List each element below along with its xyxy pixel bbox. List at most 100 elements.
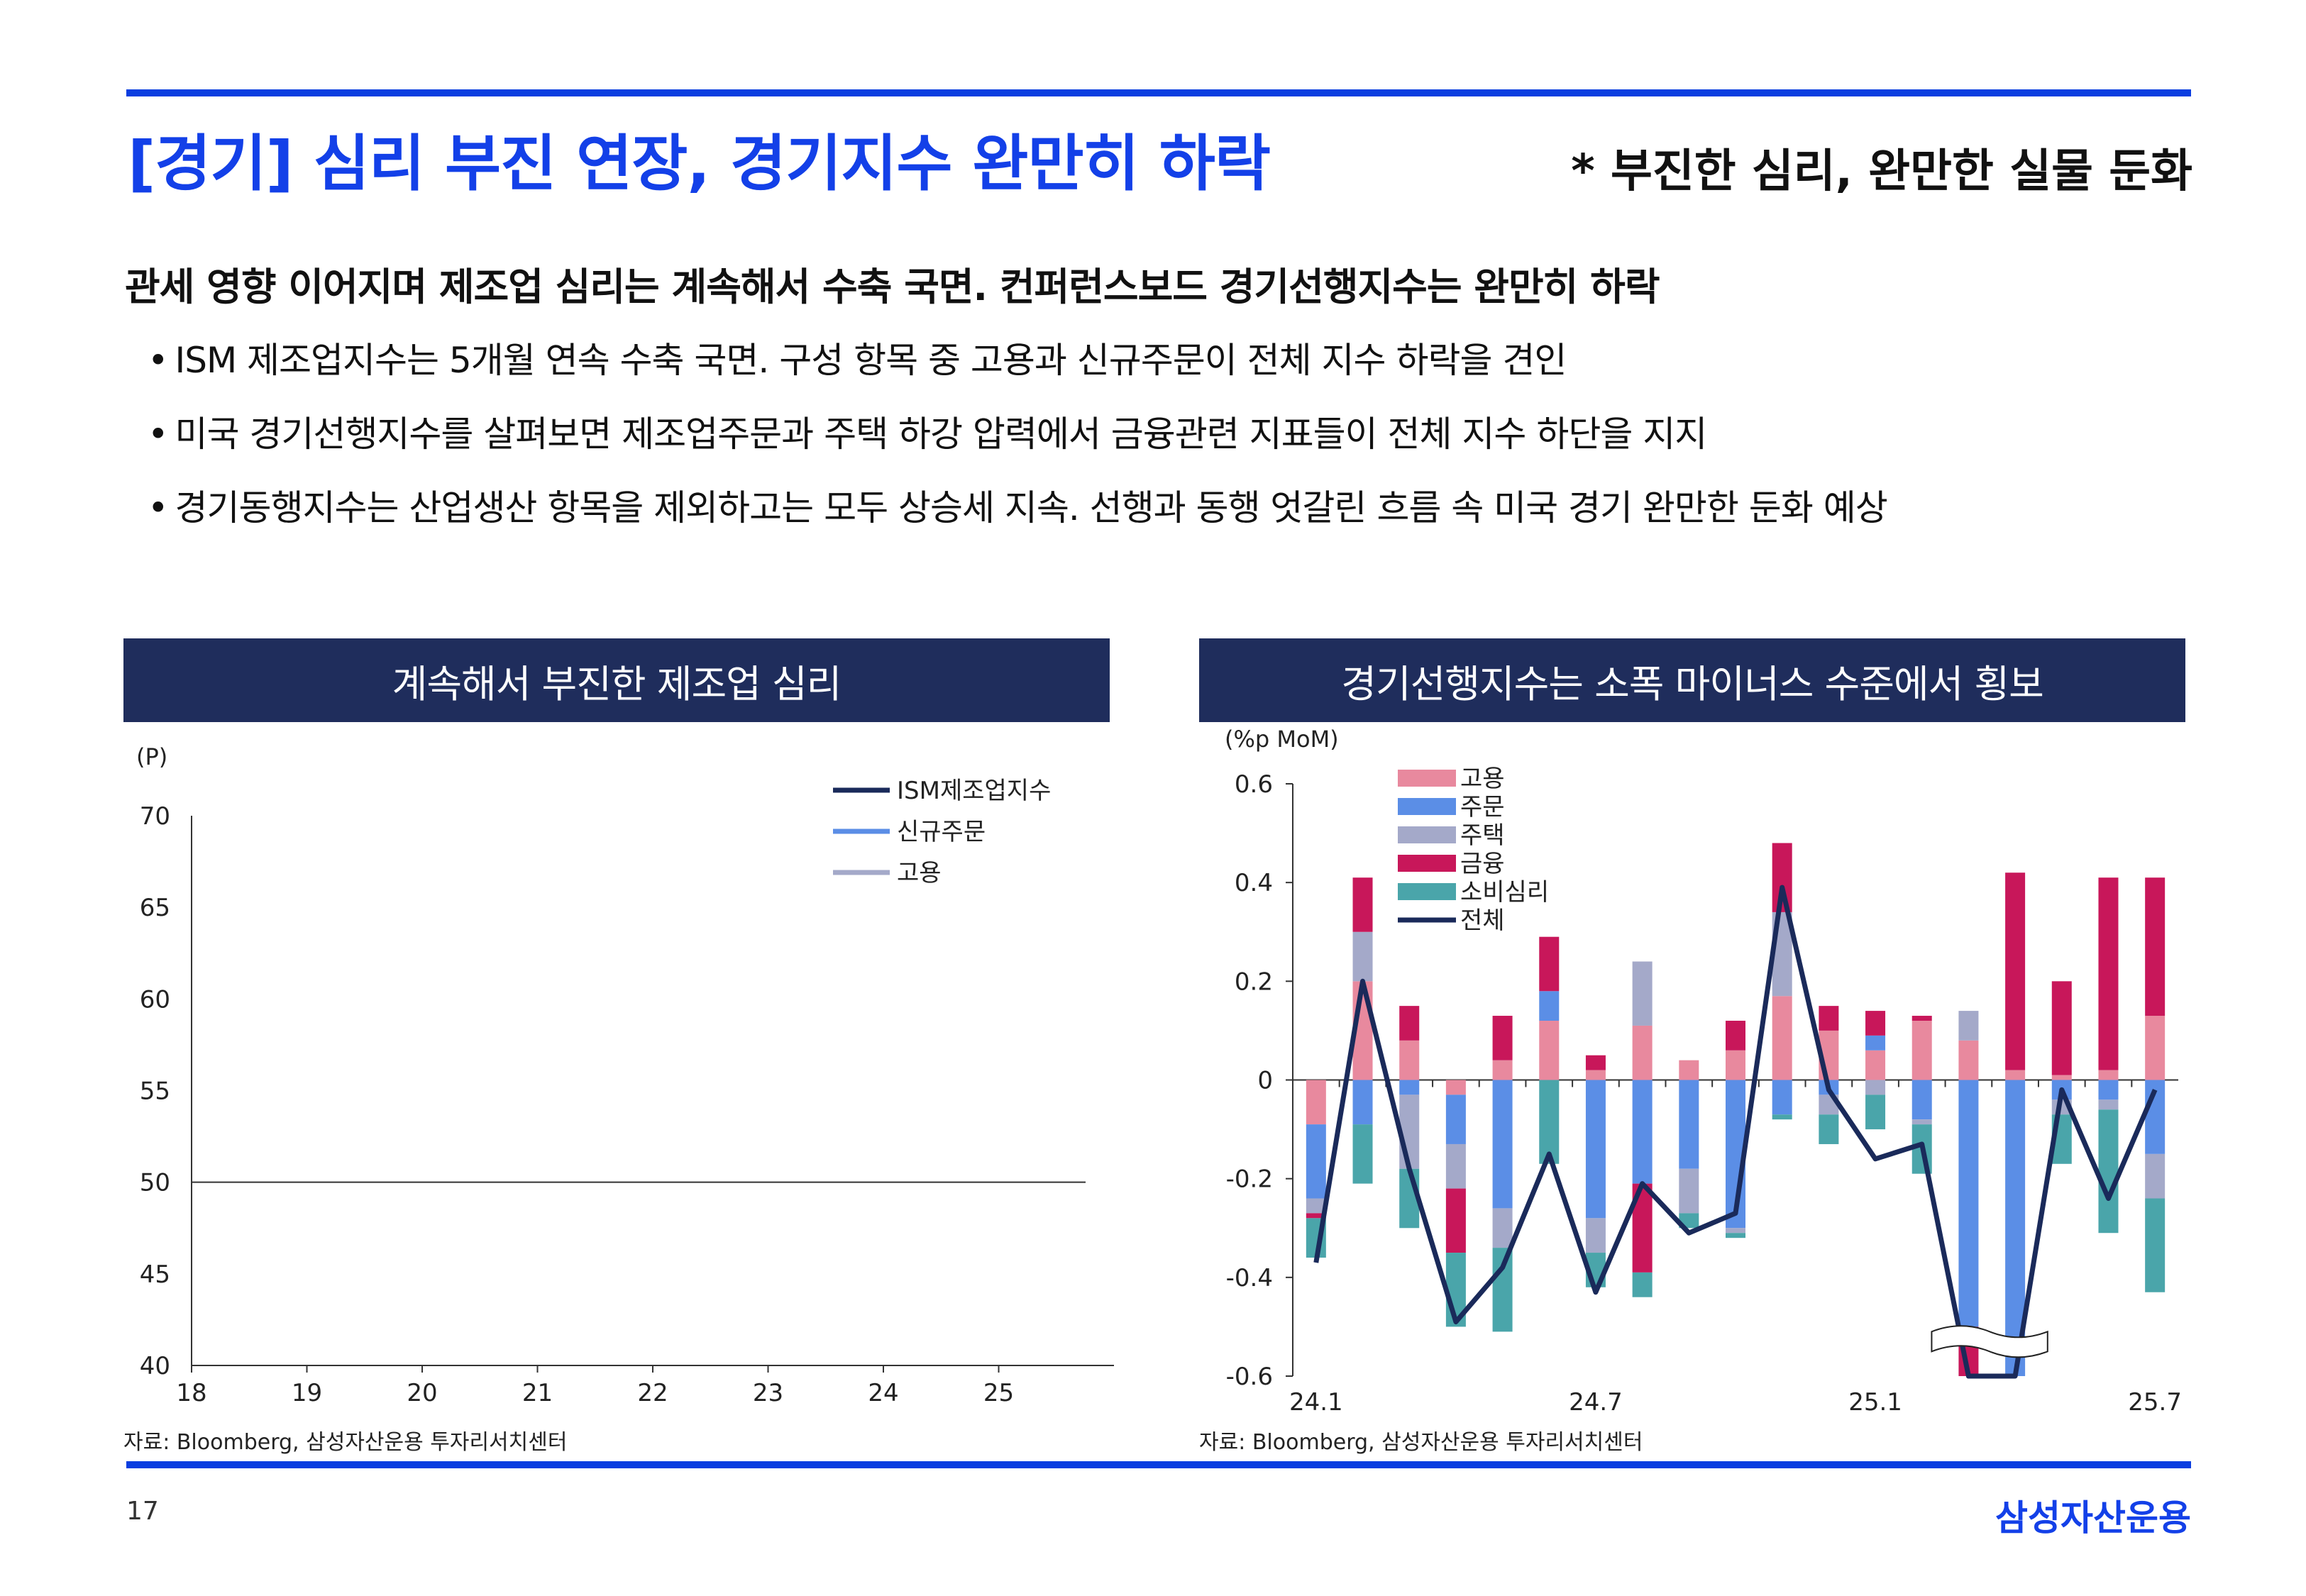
x-tick-label: 23 bbox=[753, 1379, 783, 1407]
summary-headline: 관세 영향 이어지며 제조업 심리는 계속해서 수축 국면. 컨퍼런스보드 경기… bbox=[125, 265, 1660, 309]
bar-segment bbox=[1399, 1040, 1420, 1080]
bar-segment bbox=[2145, 1016, 2166, 1080]
bar-segment bbox=[1958, 1040, 1979, 1080]
bullet-mark: • bbox=[148, 414, 168, 455]
bar-segment bbox=[1679, 1168, 1699, 1214]
y-tick-label: 60 bbox=[140, 985, 170, 1014]
bar-segment bbox=[2098, 1070, 2119, 1080]
legend-swatch bbox=[1398, 798, 1456, 815]
page-subtitle: * 부진한 심리, 완만한 실물 둔화 bbox=[1571, 145, 2192, 198]
bar-segment bbox=[2051, 981, 2072, 1075]
bar-segment bbox=[1539, 936, 1560, 992]
bar-segment bbox=[1585, 1080, 1606, 1219]
bar-segment bbox=[1726, 1228, 1745, 1234]
bullet-mark: • bbox=[148, 487, 168, 528]
bar-segment bbox=[1726, 1050, 1745, 1080]
bar-segment bbox=[1911, 1016, 1932, 1021]
bar-segment bbox=[2145, 877, 2166, 1016]
bar-segment bbox=[2098, 1099, 2119, 1110]
bar-segment bbox=[2145, 1153, 2166, 1199]
y-axis-unit-label: (P) bbox=[136, 743, 167, 770]
bar-segment bbox=[1585, 1070, 1606, 1080]
bar-segment bbox=[1352, 1124, 1373, 1184]
bar-segment bbox=[1492, 1080, 1513, 1209]
right-panel-header: 경기선행지수는 소폭 마이너스 수준에서 횡보 bbox=[1199, 638, 2185, 722]
bar-segment bbox=[2145, 1198, 2166, 1292]
bar-segment bbox=[1632, 961, 1653, 1026]
x-tick-label: 24 bbox=[868, 1379, 898, 1407]
bar-segment bbox=[1911, 1119, 1932, 1125]
legend-swatch bbox=[1398, 770, 1456, 787]
bar-segment bbox=[1865, 1095, 1886, 1130]
x-tick-label: 22 bbox=[637, 1379, 668, 1407]
bar-segment bbox=[1492, 1016, 1513, 1060]
legend-label: 신규주문 bbox=[897, 818, 986, 846]
y-tick-label: 45 bbox=[140, 1260, 170, 1289]
y-tick-label: 0.6 bbox=[1235, 770, 1273, 799]
bar-segment bbox=[1492, 1208, 1513, 1248]
legend-swatch bbox=[1398, 883, 1456, 900]
y-tick-label: 50 bbox=[140, 1169, 170, 1197]
bar-segment bbox=[1865, 1011, 1886, 1036]
bar-segment bbox=[1865, 1080, 1886, 1095]
bar-segment bbox=[1632, 1080, 1653, 1184]
legend-label: 전체 bbox=[1460, 907, 1505, 935]
bar-segment bbox=[2005, 1070, 2026, 1080]
x-tick-label: 25 bbox=[983, 1379, 1014, 1407]
bullet-item: • 경기동행지수는 산업생산 항목을 제외하고는 모두 상승세 지속. 선행과 동… bbox=[148, 480, 1888, 531]
bar-segment bbox=[1865, 1035, 1886, 1051]
legend-swatch bbox=[1398, 826, 1456, 843]
bar-segment bbox=[2098, 1080, 2119, 1100]
bar-segment bbox=[1679, 1060, 1699, 1080]
legend-label: 주문 bbox=[1460, 793, 1505, 821]
bar-segment bbox=[1819, 1006, 1839, 1031]
bar-segment bbox=[2098, 877, 2119, 1070]
bar-segment bbox=[1632, 1272, 1653, 1297]
x-tick-label: 24.1 bbox=[1289, 1388, 1343, 1417]
bar-segment bbox=[1306, 1213, 1326, 1219]
bar-segment bbox=[1772, 1080, 1792, 1115]
bar-segment bbox=[1958, 1011, 1979, 1041]
legend-label: 금융 bbox=[1460, 850, 1505, 878]
bar-segment bbox=[1352, 1080, 1373, 1125]
y-axis-unit-label: (%p MoM) bbox=[1225, 726, 1339, 753]
bar-segment bbox=[1911, 1021, 1932, 1080]
y-tick-label: -0.2 bbox=[1226, 1165, 1273, 1194]
legend-label: 고용 bbox=[1460, 765, 1505, 793]
bar-segment bbox=[1306, 1198, 1326, 1214]
legend-label: 고용 bbox=[897, 859, 942, 887]
bar-segment bbox=[1306, 1080, 1326, 1125]
bullet-item: • 미국 경기선행지수를 살펴보면 제조업주문과 주택 하강 압력에서 금융관련 … bbox=[148, 406, 1707, 457]
bar-segment bbox=[1865, 1050, 1886, 1080]
bar-segment bbox=[1539, 1080, 1560, 1164]
bar-segment bbox=[1445, 1188, 1466, 1253]
x-tick-label: 25.1 bbox=[1848, 1388, 1902, 1417]
leading-index-bar-chart: (%p MoM) 0.6 0.4 0.2 0 -0.2 -0.4 -0.6 24.1 24.7 25… bbox=[1225, 726, 2182, 1417]
bar-segment bbox=[2005, 872, 2026, 1070]
bar-segment bbox=[1399, 1006, 1420, 1041]
bar-segment bbox=[2051, 1075, 2072, 1080]
y-tick-label: 0.4 bbox=[1235, 869, 1273, 897]
bar-segment bbox=[1585, 1055, 1606, 1070]
x-tick-label: 18 bbox=[176, 1379, 206, 1407]
left-panel-header: 계속해서 부진한 제조업 심리 bbox=[123, 638, 1110, 722]
y-tick-label: 0.2 bbox=[1235, 968, 1273, 996]
y-tick-label: -0.4 bbox=[1226, 1264, 1273, 1292]
legend-swatch bbox=[1398, 855, 1456, 872]
y-tick-label: 0 bbox=[1257, 1067, 1273, 1095]
bottom-rule bbox=[126, 1461, 2191, 1468]
bar-segment bbox=[1585, 1218, 1606, 1253]
x-tick-label: 19 bbox=[292, 1379, 322, 1407]
x-tick-label: 25.7 bbox=[2128, 1388, 2182, 1417]
bullet-text: 경기동행지수는 산업생산 항목을 제외하고는 모두 상승세 지속. 선행과 동행… bbox=[175, 487, 1888, 528]
bullet-mark: • bbox=[148, 340, 168, 381]
page-number: 17 bbox=[126, 1497, 159, 1526]
bar-segment bbox=[1492, 1248, 1513, 1332]
bar-segment bbox=[1306, 1124, 1326, 1199]
legend-label: 소비심리 bbox=[1460, 878, 1549, 907]
bar-segment bbox=[1632, 1025, 1653, 1080]
bar-segment bbox=[1772, 996, 1792, 1080]
legend-label: ISM제조업지수 bbox=[897, 777, 1051, 805]
bar-segment bbox=[1445, 1143, 1466, 1189]
